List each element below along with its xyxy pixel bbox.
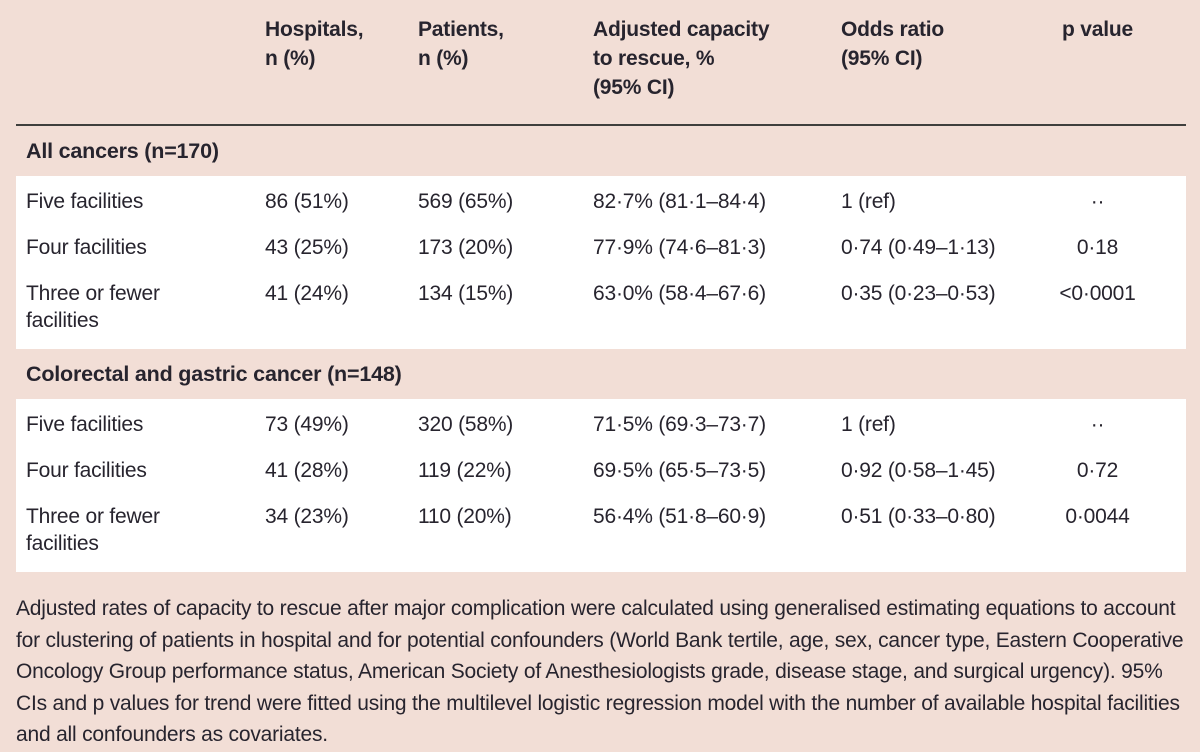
table-row: Five facilities 86 (51%) 569 (65%) 82·7%… <box>16 178 1186 224</box>
section-title: All cancers (n=170) <box>26 138 219 163</box>
table-row: Four facilities 41 (28%) 119 (22%) 69·5%… <box>16 447 1186 493</box>
p-value: <0·0001 <box>1059 282 1136 305</box>
hospitals-value: 41 (24%) <box>265 282 349 305</box>
patients-value: 569 (65%) <box>418 190 514 213</box>
p-value: ·· <box>1090 190 1105 213</box>
patients-value: 320 (58%) <box>418 413 514 436</box>
p-value: 0·18 <box>1076 236 1119 259</box>
row-label: Five facilities <box>26 190 144 213</box>
capacity-value: 82·7% (81·1–84·4) <box>593 190 766 213</box>
hospitals-value: 41 (28%) <box>265 459 349 482</box>
patients-value: 119 (22%) <box>418 459 512 482</box>
header-hospitals: Hospitals, n (%) <box>265 18 364 70</box>
table-row: Four facilities 43 (25%) 173 (20%) 77·9%… <box>16 224 1186 270</box>
section-title: Colorectal and gastric cancer (n=148) <box>26 361 402 386</box>
patients-value: 134 (15%) <box>418 282 514 305</box>
section-panel-colorectal-gastric: Five facilities 73 (49%) 320 (58%) 71·5%… <box>16 399 1186 572</box>
row-label: Four facilities <box>26 236 147 259</box>
capacity-value: 77·9% (74·6–81·3) <box>593 236 766 259</box>
odds-ratio-value: 0·35 (0·23–0·53) <box>841 282 996 305</box>
patients-value: 173 (20%) <box>418 236 514 259</box>
p-value: 0·0044 <box>1065 505 1130 528</box>
row-label: Five facilities <box>26 413 144 436</box>
header-spacer <box>16 15 265 124</box>
section-panel-all-cancers: Five facilities 86 (51%) 569 (65%) 82·7%… <box>16 176 1186 349</box>
table-header-row: Hospitals, n (%) Patients, n (%) Adjuste… <box>16 0 1186 126</box>
table-footnote: Adjusted rates of capacity to rescue aft… <box>16 597 1184 746</box>
capacity-value: 69·5% (65·5–73·5) <box>593 459 766 482</box>
row-label: Four facilities <box>26 459 147 482</box>
p-value: ·· <box>1090 413 1105 436</box>
section-header-all-cancers: All cancers (n=170) <box>0 126 1200 176</box>
odds-ratio-value: 0·92 (0·58–1·45) <box>841 459 996 482</box>
capacity-value: 56·4% (51·8–60·9) <box>593 505 766 528</box>
header-p-value: p value <box>1062 18 1133 41</box>
odds-ratio-value: 0·51 (0·33–0·80) <box>841 505 996 528</box>
hospitals-value: 86 (51%) <box>265 190 349 213</box>
odds-ratio-value: 0·74 (0·49–1·13) <box>841 236 996 259</box>
hospitals-value: 43 (25%) <box>265 236 349 259</box>
table-row: Five facilities 73 (49%) 320 (58%) 71·5%… <box>16 401 1186 447</box>
header-odds-ratio: Odds ratio (95% CI) <box>841 18 945 70</box>
header-patients: Patients, n (%) <box>418 18 504 70</box>
table-row: Three or fewer facilities 41 (24%) 134 (… <box>16 270 1186 343</box>
p-value: 0·72 <box>1076 459 1119 482</box>
capacity-value: 71·5% (69·3–73·7) <box>593 413 766 436</box>
odds-ratio-value: 1 (ref) <box>841 413 896 436</box>
header-adjusted-capacity: Adjusted capacity to rescue, % (95% CI) <box>593 18 770 99</box>
capacity-value: 63·0% (58·4–67·6) <box>593 282 766 305</box>
odds-ratio-value: 1 (ref) <box>841 190 896 213</box>
hospitals-value: 34 (23%) <box>265 505 349 528</box>
table-row: Three or fewer facilities 34 (23%) 110 (… <box>16 493 1186 566</box>
hospitals-value: 73 (49%) <box>265 413 349 436</box>
section-header-colorectal-gastric: Colorectal and gastric cancer (n=148) <box>0 349 1200 399</box>
patients-value: 110 (20%) <box>418 505 512 528</box>
row-label: Three or fewer facilities <box>26 505 160 555</box>
row-label: Three or fewer facilities <box>26 282 160 332</box>
